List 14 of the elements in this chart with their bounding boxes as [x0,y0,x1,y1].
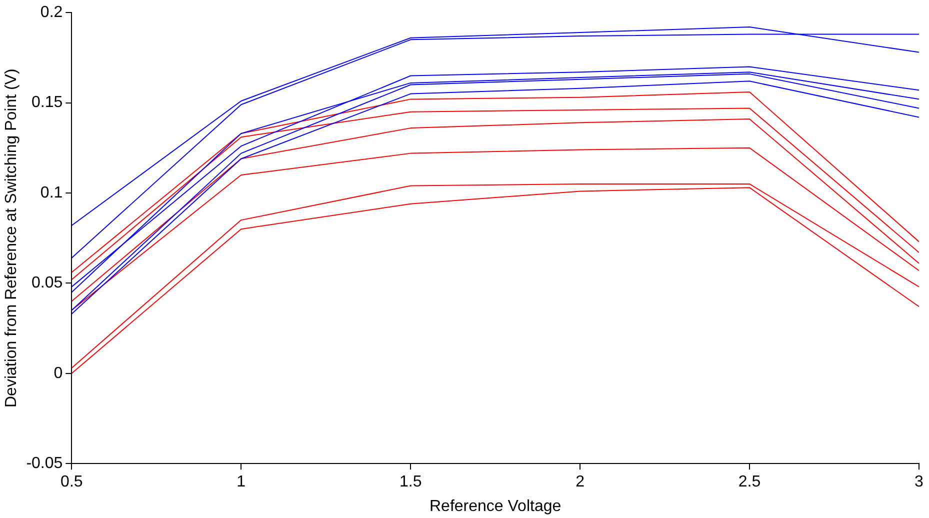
y-axis-title: Deviation from Reference at Switching Point (V) [3,68,20,408]
x-tick-label: 1 [236,474,246,491]
y-tick-label: 0 [54,364,63,382]
x-tick-label: 2.5 [738,474,761,491]
x-tick-label: 1.5 [399,474,422,491]
y-tick-label: -0.05 [26,455,63,472]
x-tick-label: 0.5 [60,474,83,491]
x-tick-label: 2 [576,474,585,491]
y-tick-label: 0.2 [40,4,63,22]
x-tick-label: 3 [914,474,924,491]
x-axis-title: Reference Voltage [430,498,562,515]
y-tick-label: 0.1 [40,184,63,202]
y-tick-label: 0.15 [32,94,63,112]
y-tick-label: 0.05 [32,274,63,292]
